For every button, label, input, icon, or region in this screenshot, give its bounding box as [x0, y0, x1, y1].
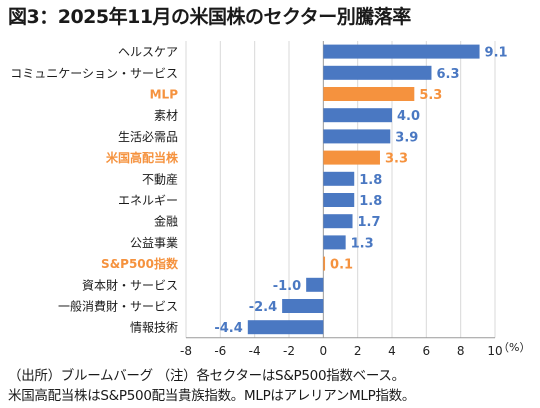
- x-tick-label: -6: [214, 344, 226, 358]
- value-label: -4.4: [214, 321, 242, 336]
- category-label: 一般消費財・サービス: [58, 299, 178, 314]
- category-label: 公益事業: [130, 236, 178, 250]
- category-label: S&P500指数: [101, 256, 179, 271]
- bar: [323, 108, 392, 123]
- x-tick-label: 10: [487, 344, 502, 358]
- x-tick-label: 0: [320, 344, 328, 358]
- x-tick-label: 6: [423, 344, 431, 358]
- category-label: 金融: [154, 214, 178, 229]
- category-label: エネルギー: [118, 194, 178, 208]
- x-tick-label: -4: [249, 344, 261, 358]
- category-label: 不動産: [142, 171, 178, 186]
- bar: [323, 171, 355, 186]
- value-labels: 9.16.35.34.03.93.31.81.81.71.30.1-1.0-2.…: [214, 46, 507, 337]
- footer-source-note: （出所）ブルームバーグ （注）各セクターはS&P500指数ベース。: [8, 368, 405, 384]
- value-label: 1.7: [358, 215, 381, 230]
- bar: [323, 256, 326, 271]
- bar: [323, 87, 415, 101]
- value-label: 1.3: [351, 236, 374, 251]
- value-label: 1.8: [359, 194, 382, 209]
- category-label: 素材: [154, 109, 178, 123]
- x-tick-label: 8: [457, 344, 465, 358]
- bar: [323, 235, 346, 250]
- category-label: コミュニケーション・サービス: [10, 66, 178, 80]
- value-label: 9.1: [485, 46, 508, 61]
- category-label: 情報技術: [130, 321, 178, 335]
- footer-index-note: 米国高配当株はS&P500配当貴族指数。MLPはアレリアンMLP指数。: [8, 388, 416, 404]
- bar: [247, 320, 324, 335]
- bar: [282, 299, 324, 313]
- category-label: 米国高配当株: [106, 150, 179, 165]
- category-label: MLP: [150, 88, 179, 102]
- value-label: 3.3: [385, 152, 408, 167]
- value-label: 1.8: [359, 173, 382, 188]
- chart-title: 図3：2025年11月の米国株のセクター別騰落率: [8, 6, 411, 28]
- value-label: 3.9: [395, 130, 418, 145]
- value-label: 4.0: [397, 109, 420, 124]
- bar: [323, 214, 353, 229]
- x-tick-labels: -8 -6 -4 -2 0 2 4 6 8 10: [180, 344, 503, 358]
- bar: [323, 44, 480, 59]
- bar: [323, 193, 355, 207]
- grid-lines: [185, 41, 496, 339]
- bar: [323, 150, 380, 165]
- category-label: 資本財・サービス: [82, 277, 178, 292]
- value-label: -2.4: [249, 300, 277, 315]
- value-label: 6.3: [436, 67, 459, 82]
- bar: [323, 129, 391, 144]
- bar: [323, 65, 432, 80]
- x-tick-label: 2: [354, 344, 362, 358]
- value-label: 0.1: [330, 258, 353, 273]
- x-tick-label: -2: [283, 344, 295, 358]
- category-label: 生活必需品: [118, 130, 178, 144]
- x-tick-label: 4: [388, 344, 396, 358]
- value-label: 5.3: [419, 88, 442, 103]
- x-unit-label: （%）: [498, 341, 530, 354]
- category-label: ヘルスケア: [118, 45, 178, 59]
- value-label: -1.0: [273, 279, 301, 294]
- bars: [247, 44, 480, 335]
- bar: [306, 277, 324, 292]
- x-tick-label: -8: [180, 344, 192, 358]
